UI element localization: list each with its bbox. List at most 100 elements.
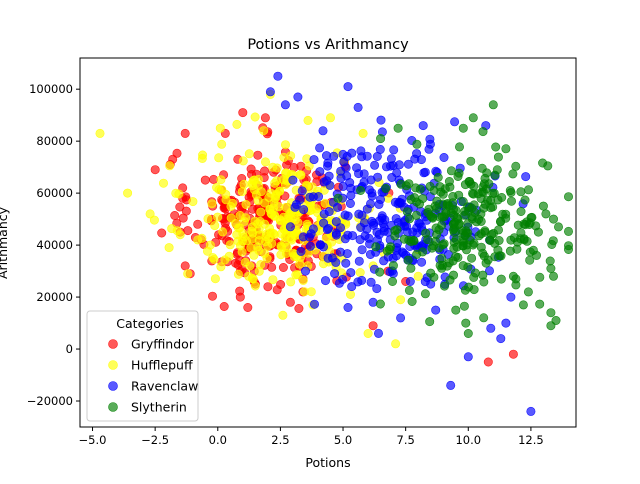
data-point: [353, 102, 363, 112]
data-point: [251, 190, 261, 200]
data-point: [232, 230, 242, 240]
data-point: [232, 119, 242, 129]
data-point: [363, 328, 373, 338]
data-point: [253, 150, 263, 160]
data-point: [260, 237, 270, 247]
data-point: [213, 212, 223, 222]
data-point: [200, 175, 210, 185]
data-point: [411, 183, 421, 193]
data-point: [157, 228, 167, 238]
data-point: [237, 247, 247, 257]
data-point: [296, 170, 306, 180]
data-point: [315, 167, 325, 177]
data-point: [375, 299, 385, 309]
data-point: [238, 108, 248, 118]
data-point: [278, 262, 288, 272]
data-point: [484, 266, 494, 276]
data-point: [545, 256, 555, 266]
data-point: [461, 318, 471, 328]
data-point: [508, 271, 518, 281]
data-point: [304, 161, 314, 171]
data-point: [407, 296, 417, 306]
data-point: [352, 163, 362, 173]
data-point: [394, 197, 404, 207]
data-point: [329, 151, 339, 161]
data-point: [175, 202, 185, 212]
data-point: [313, 192, 323, 202]
legend-label-slytherin: Slytherin: [131, 400, 187, 415]
data-point: [477, 163, 487, 173]
data-point: [548, 271, 558, 281]
data-point: [264, 193, 274, 203]
data-point: [300, 266, 310, 276]
data-point: [338, 149, 348, 159]
data-point: [476, 216, 486, 226]
data-point: [505, 186, 515, 196]
data-point: [488, 100, 498, 110]
data-point: [425, 134, 435, 144]
data-point: [479, 277, 489, 287]
data-point: [392, 168, 402, 178]
data-point: [370, 160, 380, 170]
legend-marker-slytherin: [108, 402, 118, 412]
data-point: [259, 126, 269, 136]
data-point: [508, 169, 518, 179]
data-point: [410, 154, 420, 164]
data-point: [256, 207, 266, 217]
y-tick-label: 0: [66, 342, 73, 356]
y-axis-ticks: −20000 0 20000 40000 60000 80000 100000: [27, 82, 80, 408]
data-point: [207, 199, 217, 209]
data-point: [347, 231, 357, 241]
data-point: [188, 197, 198, 207]
data-point: [270, 178, 280, 188]
data-point: [516, 207, 526, 217]
data-point: [333, 193, 343, 203]
y-tick-label: −20000: [27, 394, 73, 408]
y-tick-label: 80000: [36, 134, 73, 148]
data-point: [431, 204, 441, 214]
data-point: [525, 255, 535, 265]
data-point: [433, 173, 443, 183]
data-point: [385, 242, 395, 252]
data-point: [305, 192, 315, 202]
data-point: [393, 123, 403, 133]
data-point: [403, 255, 413, 265]
data-point: [282, 168, 292, 178]
data-point: [286, 277, 296, 287]
data-point: [250, 112, 260, 122]
data-point: [428, 213, 438, 223]
x-tick-label: 7.5: [397, 433, 415, 447]
data-point: [346, 268, 356, 278]
data-point: [366, 277, 376, 287]
data-point: [403, 159, 413, 169]
data-point: [546, 321, 556, 331]
data-point: [368, 297, 378, 307]
data-point: [319, 218, 329, 228]
data-point: [260, 113, 270, 123]
data-point: [265, 204, 275, 214]
data-point: [272, 285, 282, 295]
data-point: [298, 275, 308, 285]
data-point: [418, 121, 428, 131]
data-point: [463, 352, 473, 362]
data-point: [486, 323, 496, 333]
data-point: [332, 202, 342, 212]
data-point: [501, 209, 511, 219]
data-point: [170, 211, 180, 221]
data-point: [341, 163, 351, 173]
data-point: [248, 181, 258, 191]
axes-frame: [79, 57, 577, 428]
data-point: [267, 262, 277, 272]
data-point: [458, 123, 468, 133]
data-point: [547, 240, 557, 250]
data-point: [241, 213, 251, 223]
data-point: [437, 253, 447, 263]
data-point: [268, 162, 278, 172]
data-point: [299, 205, 309, 215]
data-point: [354, 256, 364, 266]
data-point: [439, 281, 449, 291]
data-point: [338, 181, 348, 191]
data-point: [290, 202, 300, 212]
data-point: [365, 199, 375, 209]
data-point: [406, 237, 416, 247]
